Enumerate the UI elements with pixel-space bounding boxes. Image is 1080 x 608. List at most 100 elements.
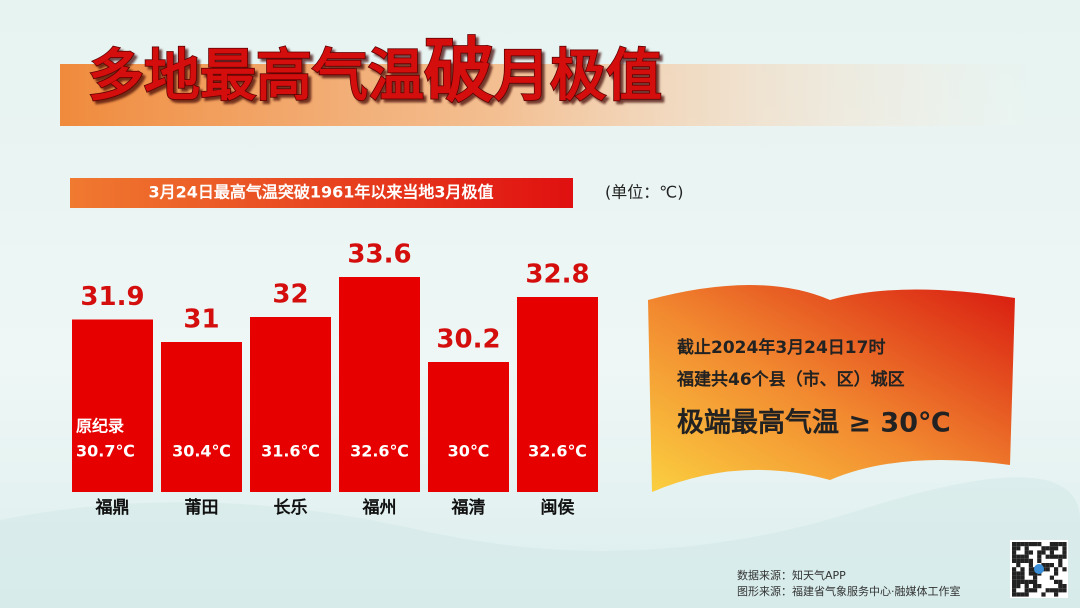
qr-module <box>1020 542 1025 547</box>
qr-module <box>1033 579 1038 584</box>
qr-module <box>1016 579 1021 584</box>
qr-module <box>1016 558 1021 563</box>
qr-module <box>1016 554 1021 559</box>
value-label: 32 <box>272 280 308 310</box>
qr-module <box>1033 571 1038 576</box>
qr-module <box>1024 588 1029 593</box>
qr-module <box>1058 563 1063 568</box>
qr-module <box>1045 588 1050 593</box>
qr-module <box>1028 542 1033 547</box>
qr-module <box>1049 588 1054 593</box>
qr-module <box>1033 542 1038 547</box>
title-part: 多地最高气温 <box>88 44 424 109</box>
qr-module <box>1012 579 1017 584</box>
source: 图形来源：福建省气象服务中心·融媒体工作室 <box>737 584 961 598</box>
qr-module <box>1054 588 1059 593</box>
qr-module <box>1016 575 1021 580</box>
qr-module <box>1028 571 1033 576</box>
qr-module <box>1024 592 1029 597</box>
qr-module <box>1012 550 1017 555</box>
qr-module <box>1058 554 1063 559</box>
title-part: 破 <box>424 30 494 112</box>
title-part: 月极值 <box>494 44 662 109</box>
bar <box>72 319 153 492</box>
qr-module <box>1020 575 1025 580</box>
qr-module <box>1054 579 1059 584</box>
qr-module <box>1028 588 1033 593</box>
qr-module <box>1016 584 1021 589</box>
qr-module <box>1058 579 1063 584</box>
qr-logo <box>1034 564 1044 574</box>
qr-module <box>1049 563 1054 568</box>
qr-module <box>1016 546 1021 551</box>
qr-module <box>1033 588 1038 593</box>
qr-module <box>1012 575 1017 580</box>
bar <box>517 297 598 492</box>
background-wave <box>0 477 1080 608</box>
qr-module <box>1028 558 1033 563</box>
x-tick-label: 福州 <box>362 497 397 518</box>
record-label: 30℃ <box>448 442 490 461</box>
qr-module <box>1033 584 1038 589</box>
qr-module <box>1016 542 1021 547</box>
record-label: 30.7℃ <box>76 442 135 461</box>
x-tick-label: 福清 <box>451 497 486 518</box>
qr-module <box>1054 571 1059 576</box>
bar <box>428 362 509 492</box>
panel-line: 截止2024年3月24日17时 <box>677 337 885 358</box>
qr-module <box>1028 550 1033 555</box>
qr-module <box>1054 542 1059 547</box>
qr-module <box>1020 571 1025 576</box>
qr-module <box>1020 579 1025 584</box>
qr-module <box>1045 567 1050 572</box>
x-tick-label: 长乐 <box>274 497 308 518</box>
qr-module <box>1037 550 1042 555</box>
qr-module <box>1062 584 1067 589</box>
qr-module <box>1028 579 1033 584</box>
qr-code <box>1010 540 1068 598</box>
qr-module <box>1045 563 1050 568</box>
qr-module <box>1041 550 1046 555</box>
subtitle-banner <box>70 178 573 208</box>
panel-highlight: 极端最高气温 ≥ 30℃ <box>677 407 951 439</box>
qr-module <box>1058 588 1063 593</box>
qr-module <box>1049 575 1054 580</box>
qr-module <box>1037 584 1042 589</box>
qr-module <box>1033 575 1038 580</box>
qr-module <box>1012 546 1017 551</box>
qr-module <box>1012 554 1017 559</box>
value-label: 33.6 <box>347 240 411 270</box>
subtitle: 3月24日最高气温突破1961年以来当地3月极值 <box>148 183 493 202</box>
qr-module <box>1024 546 1029 551</box>
qr-module <box>1049 554 1054 559</box>
x-tick-label: 福鼎 <box>95 497 130 518</box>
panel-line: 福建共46个县（市、区）城区 <box>676 369 905 390</box>
qr-module <box>1049 550 1054 555</box>
value-label: 30.2 <box>436 325 500 355</box>
qr-module <box>1024 550 1029 555</box>
book-panel <box>648 285 1015 492</box>
qr-module <box>1020 554 1025 559</box>
record-label: 32.6℃ <box>350 442 409 461</box>
qr-module <box>1062 554 1067 559</box>
qr-module <box>1049 542 1054 547</box>
qr-module <box>1062 567 1067 572</box>
qr-module <box>1012 542 1017 547</box>
qr-module <box>1028 567 1033 572</box>
qr-module <box>1012 567 1017 572</box>
qr-module <box>1037 542 1042 547</box>
qr-module <box>1062 546 1067 551</box>
qr-module <box>1058 558 1063 563</box>
qr-module <box>1037 558 1042 563</box>
x-tick-label: 闽侯 <box>541 497 576 518</box>
record-label: 32.6℃ <box>528 442 587 461</box>
qr-module <box>1045 554 1050 559</box>
unit: (单位：℃) <box>605 183 683 202</box>
qr-module <box>1054 546 1059 551</box>
qr-module <box>1024 554 1029 559</box>
qr-module <box>1058 542 1063 547</box>
bar <box>250 317 331 492</box>
bar <box>161 342 242 492</box>
